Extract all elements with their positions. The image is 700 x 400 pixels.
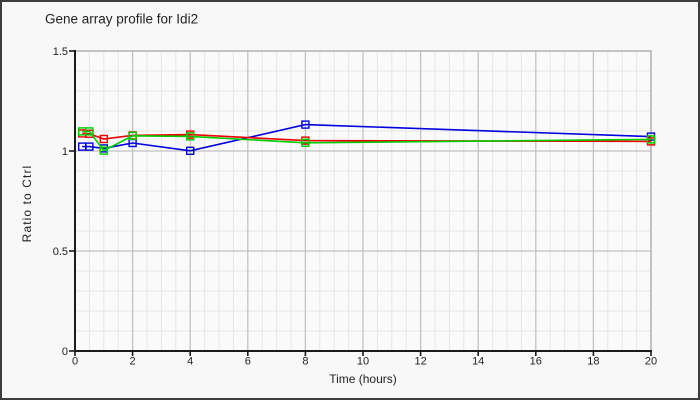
svg-text:6: 6 bbox=[245, 356, 251, 368]
svg-text:10: 10 bbox=[357, 356, 369, 368]
svg-text:Time (hours): Time (hours) bbox=[329, 372, 397, 386]
svg-text:Gene array profile for Idi2: Gene array profile for Idi2 bbox=[45, 12, 198, 27]
svg-text:0: 0 bbox=[62, 346, 68, 358]
svg-text:14: 14 bbox=[472, 356, 484, 368]
svg-text:1.5: 1.5 bbox=[53, 46, 68, 58]
svg-text:20: 20 bbox=[645, 356, 657, 368]
svg-text:2: 2 bbox=[130, 356, 136, 368]
svg-text:16: 16 bbox=[530, 356, 542, 368]
svg-text:Ratio to Ctrl: Ratio to Ctrl bbox=[20, 165, 34, 243]
svg-text:0.5: 0.5 bbox=[53, 246, 68, 258]
svg-text:4: 4 bbox=[187, 356, 193, 368]
svg-text:0: 0 bbox=[72, 356, 78, 368]
svg-text:1: 1 bbox=[62, 146, 68, 158]
svg-text:8: 8 bbox=[302, 356, 308, 368]
svg-text:18: 18 bbox=[587, 356, 599, 368]
svg-text:12: 12 bbox=[414, 356, 426, 368]
